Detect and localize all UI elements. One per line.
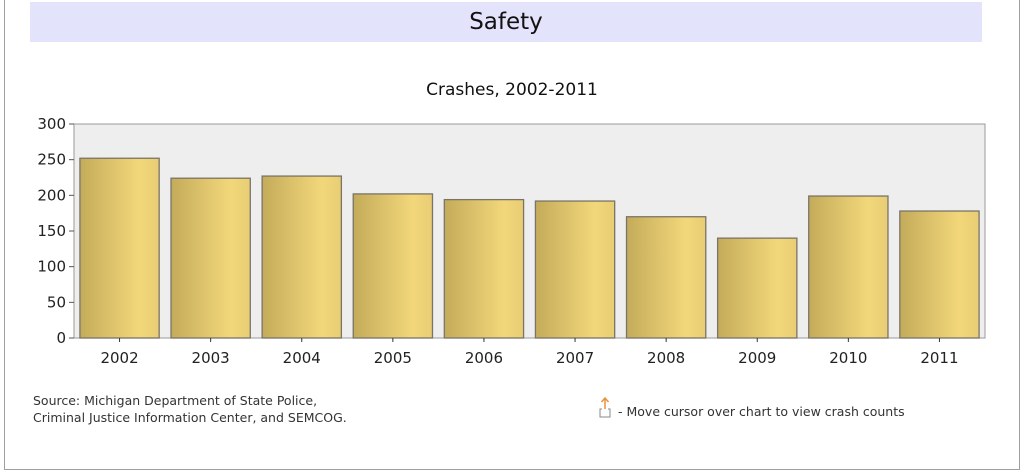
x-tick-label: 2008 bbox=[647, 349, 685, 367]
bar-2009[interactable] bbox=[716, 237, 798, 339]
x-tick-label: 2009 bbox=[738, 349, 776, 367]
bar-2008[interactable] bbox=[625, 216, 707, 339]
x-tick-label: 2003 bbox=[192, 349, 230, 367]
share-cursor-icon bbox=[599, 397, 611, 418]
y-tick-label: 50 bbox=[47, 293, 66, 311]
y-tick-label: 100 bbox=[37, 258, 66, 276]
source-line-2: Criminal Justice Information Center, and… bbox=[33, 410, 347, 425]
x-tick-label: 2011 bbox=[920, 349, 958, 367]
bar-2010[interactable] bbox=[808, 195, 889, 339]
bar-2002[interactable] bbox=[79, 157, 160, 339]
chart-title: Crashes, 2002-2011 bbox=[426, 80, 598, 100]
y-tick-label: 300 bbox=[37, 115, 66, 133]
source-line-1: Source: Michigan Department of State Pol… bbox=[33, 393, 318, 408]
y-tick-label: 200 bbox=[37, 186, 66, 204]
source-note: Source: Michigan Department of State Pol… bbox=[33, 392, 347, 426]
y-tick-label: 150 bbox=[37, 222, 66, 240]
y-tick-label: 0 bbox=[56, 329, 66, 347]
x-tick-label: 2004 bbox=[283, 349, 321, 367]
x-tick-label: 2006 bbox=[465, 349, 503, 367]
bar-2006[interactable] bbox=[443, 198, 525, 339]
hint-text: - Move cursor over chart to view crash c… bbox=[618, 404, 905, 419]
bar-2004[interactable] bbox=[261, 175, 343, 339]
x-tick-label: 2002 bbox=[100, 349, 138, 367]
bar-2005[interactable] bbox=[352, 193, 434, 339]
x-tick-label: 2010 bbox=[829, 349, 867, 367]
bar-2003[interactable] bbox=[170, 177, 251, 339]
hover-hint: - Move cursor over chart to view crash c… bbox=[598, 397, 905, 419]
bar-2007[interactable] bbox=[534, 200, 616, 339]
bar-2011[interactable] bbox=[899, 210, 980, 339]
x-tick-label: 2005 bbox=[374, 349, 412, 367]
section-header: Safety bbox=[30, 2, 982, 42]
bar-chart[interactable]: 0 50 100 150 200 250 300 2002 2003 2004 2005 2006 20… bbox=[0, 0, 1024, 380]
y-tick-label: 250 bbox=[37, 151, 66, 169]
x-tick-label: 2007 bbox=[556, 349, 594, 367]
